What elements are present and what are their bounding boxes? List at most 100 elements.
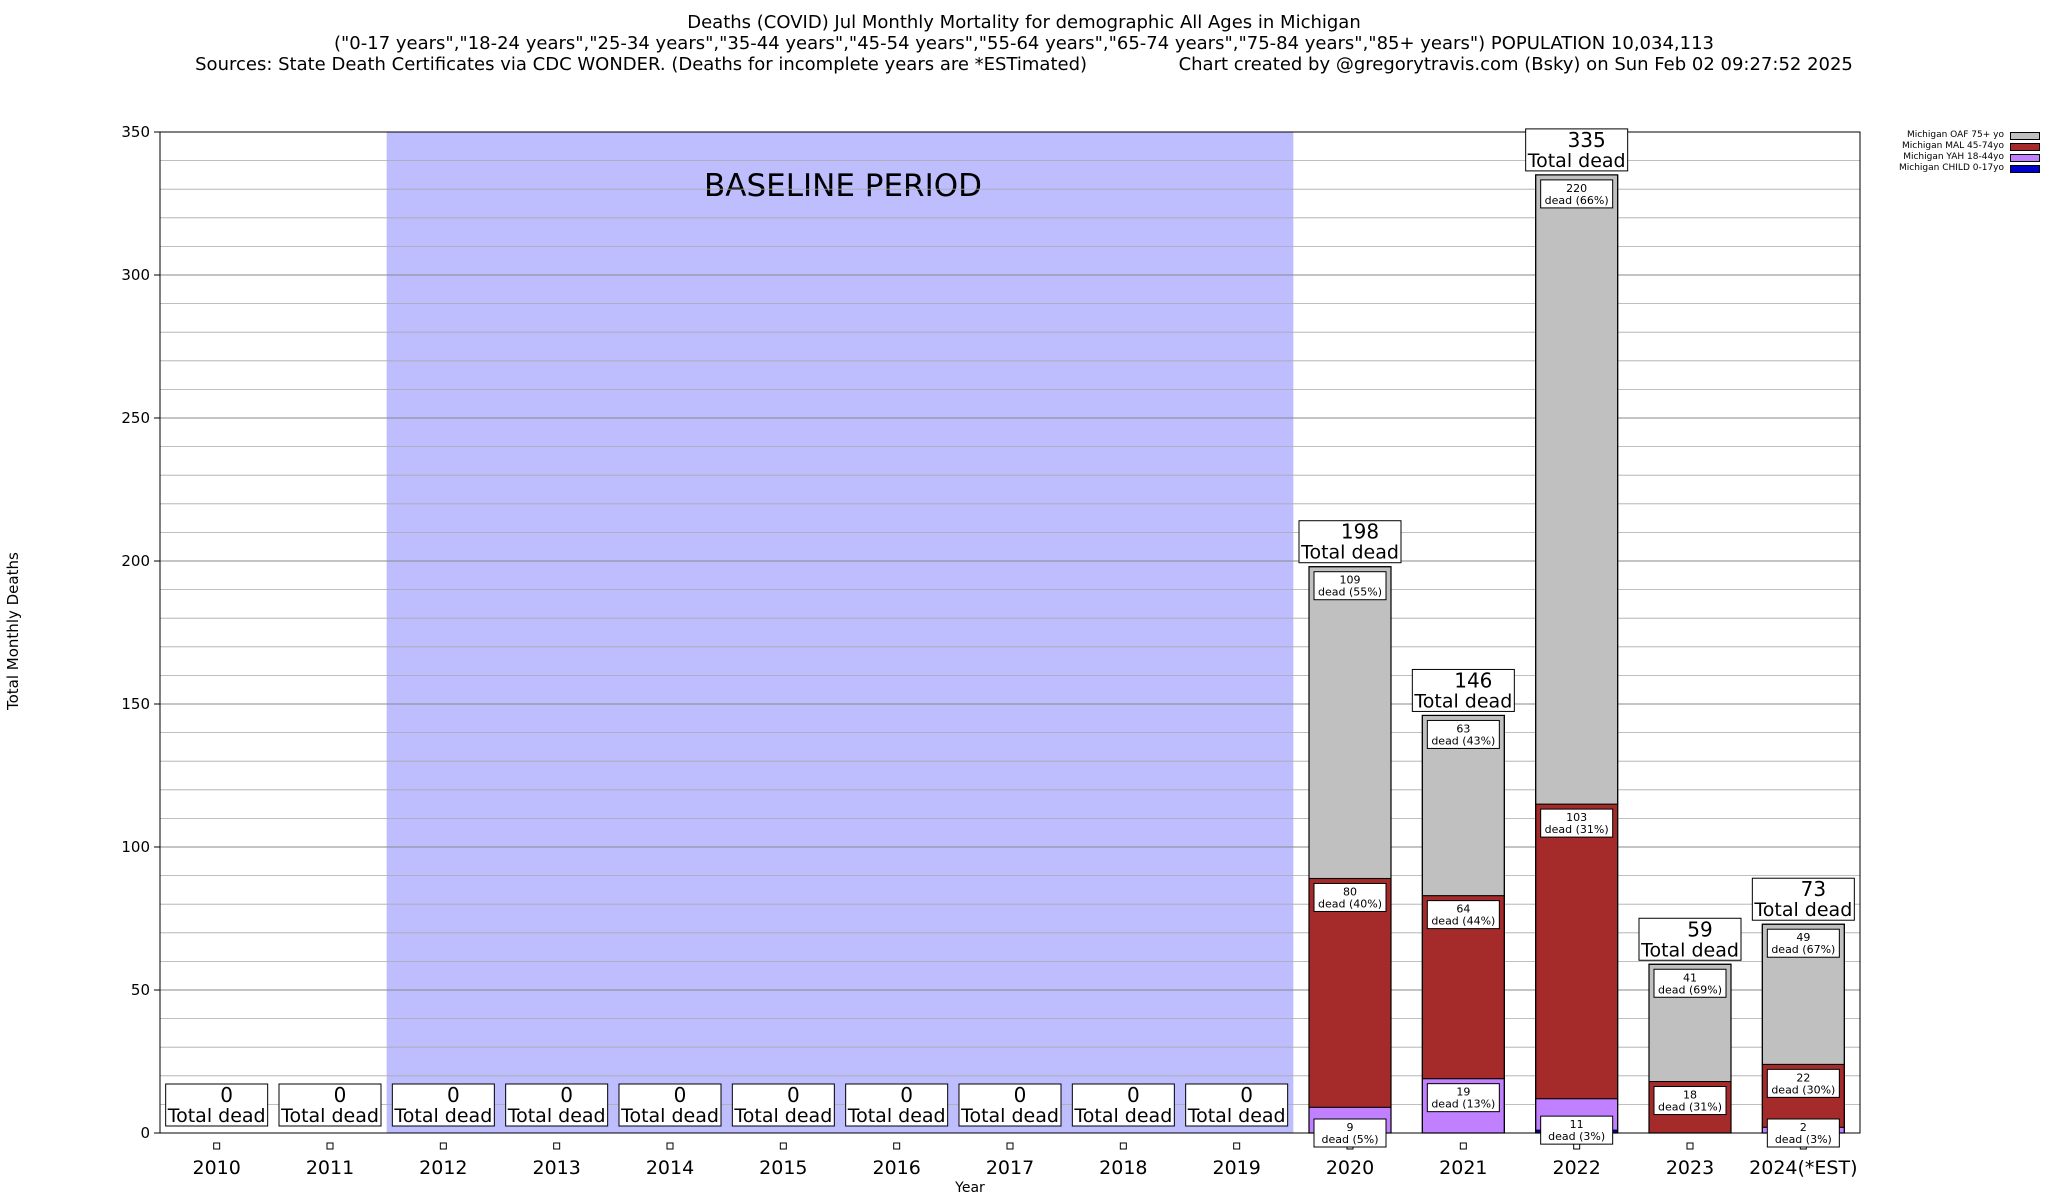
bar-outline xyxy=(1421,714,1505,1134)
total-value: 73 xyxy=(1801,877,1826,901)
legend-label: Michigan CHILD 0-17yo xyxy=(1899,163,2004,173)
legend-item: Michigan MAL 45-74yo xyxy=(1870,141,2040,152)
total-label-text: Total dead xyxy=(847,1105,946,1127)
total-value: 0 xyxy=(334,1083,347,1107)
total-label-text: Total dead xyxy=(620,1105,719,1127)
total-label-box xyxy=(1525,128,1629,172)
legend-label: Michigan OAF 75+ yo xyxy=(1906,130,2004,140)
y-tick-label: 100 xyxy=(121,838,150,856)
total-label-box xyxy=(1638,917,1742,961)
baseline-label: BASELINE PERIOD xyxy=(704,168,982,204)
bar-segment xyxy=(1535,803,1619,1100)
x-tick-label: 2021 xyxy=(1439,1157,1487,1179)
total-label-text: Total dead xyxy=(733,1105,832,1127)
y-tick-label: 50 xyxy=(131,981,150,999)
total-label-box xyxy=(1185,1083,1289,1127)
total-value: 0 xyxy=(447,1083,460,1107)
total-label-text: Total dead xyxy=(1187,1105,1286,1127)
legend-swatch xyxy=(2010,164,2040,173)
total-value: 146 xyxy=(1454,668,1492,692)
total-label-text: Total dead xyxy=(1413,690,1512,712)
segment-value: 109 xyxy=(1340,574,1361,587)
total-label-box xyxy=(165,1083,269,1127)
y-tick-label: 150 xyxy=(121,695,150,713)
total-label-box xyxy=(958,1083,1062,1127)
total-label-text: Total dead xyxy=(1527,150,1626,172)
segment-label-box xyxy=(1313,1118,1387,1148)
total-label-text: Total dead xyxy=(1300,542,1399,564)
segment-text: dead (55%) xyxy=(1318,586,1382,599)
segment-value: 19 xyxy=(1456,1086,1470,1099)
x-tick-label: 2015 xyxy=(759,1157,807,1179)
title-line-3: Sources: State Death Certificates via CD… xyxy=(195,54,1853,75)
total-label-text: Total dead xyxy=(280,1105,379,1127)
plot-frame xyxy=(159,131,1861,1134)
total-value: 59 xyxy=(1687,917,1712,941)
segment-text: dead (66%) xyxy=(1545,194,1609,207)
category-marker xyxy=(779,1142,787,1150)
segment-label-box xyxy=(1313,882,1387,912)
total-label-box xyxy=(505,1083,609,1127)
segment-text: dead (30%) xyxy=(1771,1083,1835,1096)
total-value: 0 xyxy=(1240,1083,1253,1107)
total-value: 0 xyxy=(900,1083,913,1107)
x-tick-label: 2023 xyxy=(1666,1157,1714,1179)
segment-value: 80 xyxy=(1343,885,1357,898)
x-tick-label: 2013 xyxy=(532,1157,580,1179)
bar-segment xyxy=(1308,877,1392,1108)
segment-label-box xyxy=(1540,179,1614,209)
segment-label-box xyxy=(1766,928,1840,958)
total-value: 198 xyxy=(1341,520,1379,544)
total-label-box xyxy=(845,1083,949,1127)
x-tick-label: 2011 xyxy=(306,1157,354,1179)
segment-label-box xyxy=(1540,1115,1614,1145)
total-value: 335 xyxy=(1568,128,1606,152)
segment-value: 9 xyxy=(1347,1121,1354,1134)
title-line-1: Deaths (COVID) Jul Monthly Mortality for… xyxy=(687,12,1361,33)
segment-text: dead (5%) xyxy=(1321,1133,1378,1146)
total-label-box xyxy=(1071,1083,1175,1127)
segment-text: dead (13%) xyxy=(1431,1098,1495,1111)
total-label-box xyxy=(1751,877,1855,921)
total-value: 0 xyxy=(1127,1083,1140,1107)
category-marker xyxy=(1459,1142,1467,1150)
category-marker xyxy=(1006,1142,1014,1150)
legend-item: Michigan YAH 18-44yo xyxy=(1870,152,2040,163)
x-tick-label: 2020 xyxy=(1326,1157,1374,1179)
category-marker xyxy=(326,1142,334,1150)
y-tick-label: 200 xyxy=(121,552,150,570)
x-tick-label: 2022 xyxy=(1552,1157,1600,1179)
segment-label-box xyxy=(1540,808,1614,838)
category-marker xyxy=(553,1142,561,1150)
total-label-text: Total dead xyxy=(167,1105,266,1127)
segment-text: dead (44%) xyxy=(1431,915,1495,928)
segment-label-box xyxy=(1653,1086,1727,1116)
total-label-box xyxy=(731,1083,835,1127)
x-tick-label: 2024(*EST) xyxy=(1749,1157,1857,1179)
total-label-text: Total dead xyxy=(393,1105,492,1127)
legend-label: Michigan MAL 45-74yo xyxy=(1902,141,2004,151)
segment-label-box xyxy=(1426,719,1500,749)
total-value: 0 xyxy=(220,1083,233,1107)
total-value: 0 xyxy=(674,1083,687,1107)
y-axis-label: Total Monthly Deaths xyxy=(4,552,22,710)
segment-text: dead (43%) xyxy=(1431,734,1495,747)
legend-item: Michigan OAF 75+ yo xyxy=(1870,130,2040,141)
segment-value: 2 xyxy=(1800,1121,1807,1134)
segment-label-box xyxy=(1426,1083,1500,1113)
bar-segment xyxy=(1535,174,1619,805)
baseline-region xyxy=(386,132,1294,1133)
x-tick-label: 2016 xyxy=(872,1157,920,1179)
total-label-box xyxy=(1411,668,1515,712)
category-marker xyxy=(893,1142,901,1150)
y-tick-label: 350 xyxy=(121,123,150,141)
total-value: 0 xyxy=(787,1083,800,1107)
x-tick-label: 2012 xyxy=(419,1157,467,1179)
segment-label-box xyxy=(1653,968,1727,998)
legend-item: Michigan CHILD 0-17yo xyxy=(1870,163,2040,174)
x-tick-label: 2017 xyxy=(986,1157,1034,1179)
segment-text: dead (40%) xyxy=(1318,897,1382,910)
y-tick-label: 0 xyxy=(140,1124,150,1142)
segment-text: dead (31%) xyxy=(1658,1101,1722,1114)
